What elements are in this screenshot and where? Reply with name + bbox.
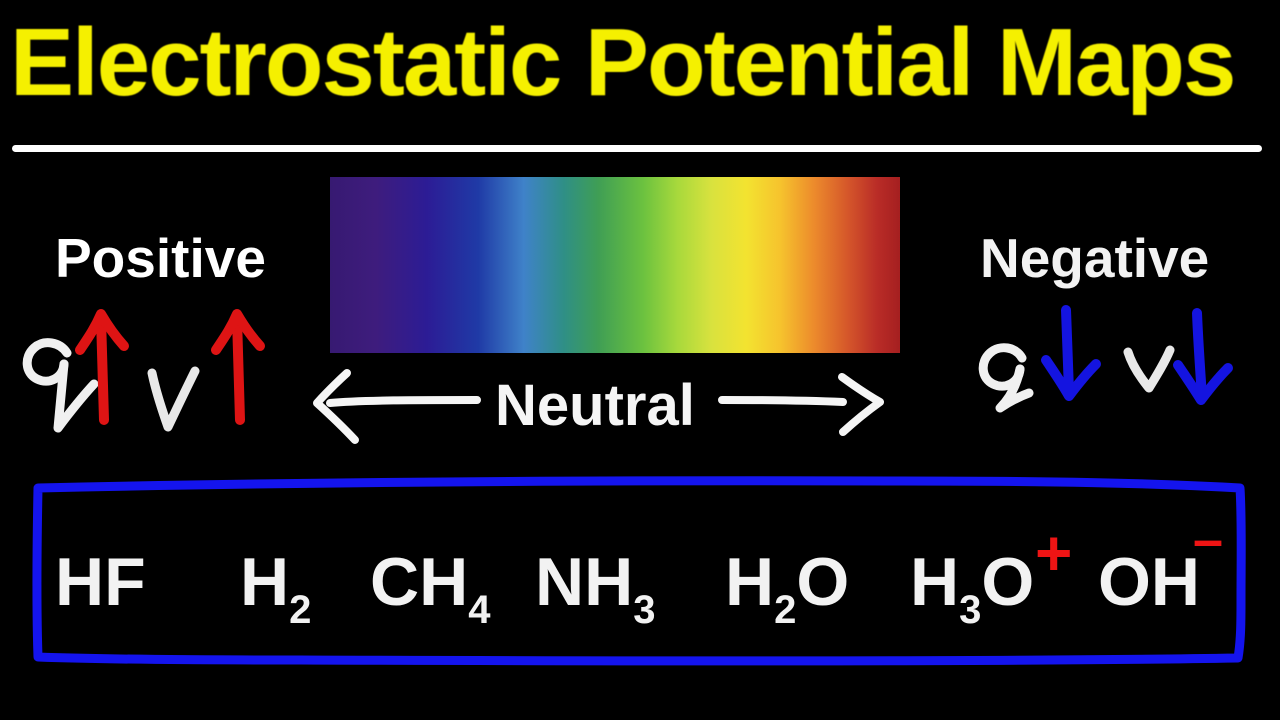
svg-text:H3O: H3O [910,544,1034,632]
svg-text:H2: H2 [240,544,311,632]
svg-text:HF: HF [55,544,146,620]
svg-text:+: + [1035,517,1072,589]
svg-text:OH: OH [1098,544,1200,620]
svg-text:CH4: CH4 [370,544,491,632]
svg-text:NH3: NH3 [535,544,655,632]
svg-text:H2O: H2O [725,544,849,632]
svg-text:–: – [1193,510,1223,570]
